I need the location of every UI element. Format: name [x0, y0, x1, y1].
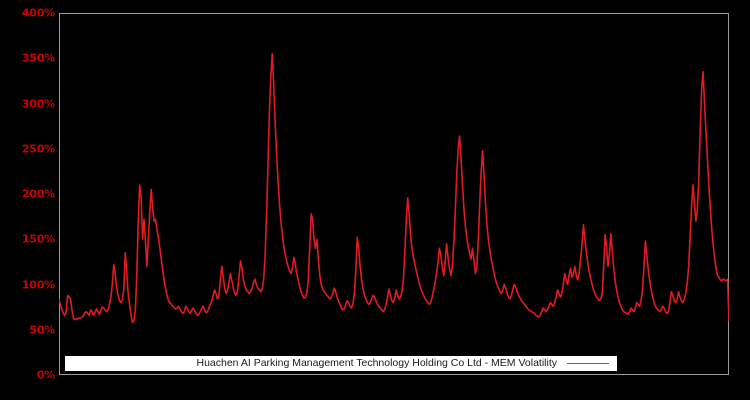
y-axis-tick-label: 0%	[36, 368, 55, 382]
y-axis-tick-label: 250%	[21, 142, 55, 156]
legend-line-swatch	[567, 363, 609, 364]
series-line-mem-volatility	[59, 54, 729, 323]
y-axis-tick-label: 300%	[21, 97, 55, 110]
y-axis: 400% 350% 300% 250% 200% 150% 100% 50% 0%	[0, 0, 55, 400]
plot-canvas	[59, 13, 729, 375]
y-axis-tick-label: 150%	[21, 232, 55, 246]
y-axis-tick-label: 100%	[21, 278, 55, 291]
y-axis-tick-label: 200%	[21, 187, 55, 201]
y-axis-tick-label: 50%	[29, 323, 55, 337]
legend: Huachen AI Parking Management Technology…	[65, 356, 617, 371]
legend-label: Huachen AI Parking Management Technology…	[196, 357, 557, 369]
plot-area-frame	[59, 13, 729, 375]
y-axis-tick-label: 400%	[21, 6, 55, 20]
y-axis-tick-label: 350%	[21, 51, 55, 65]
